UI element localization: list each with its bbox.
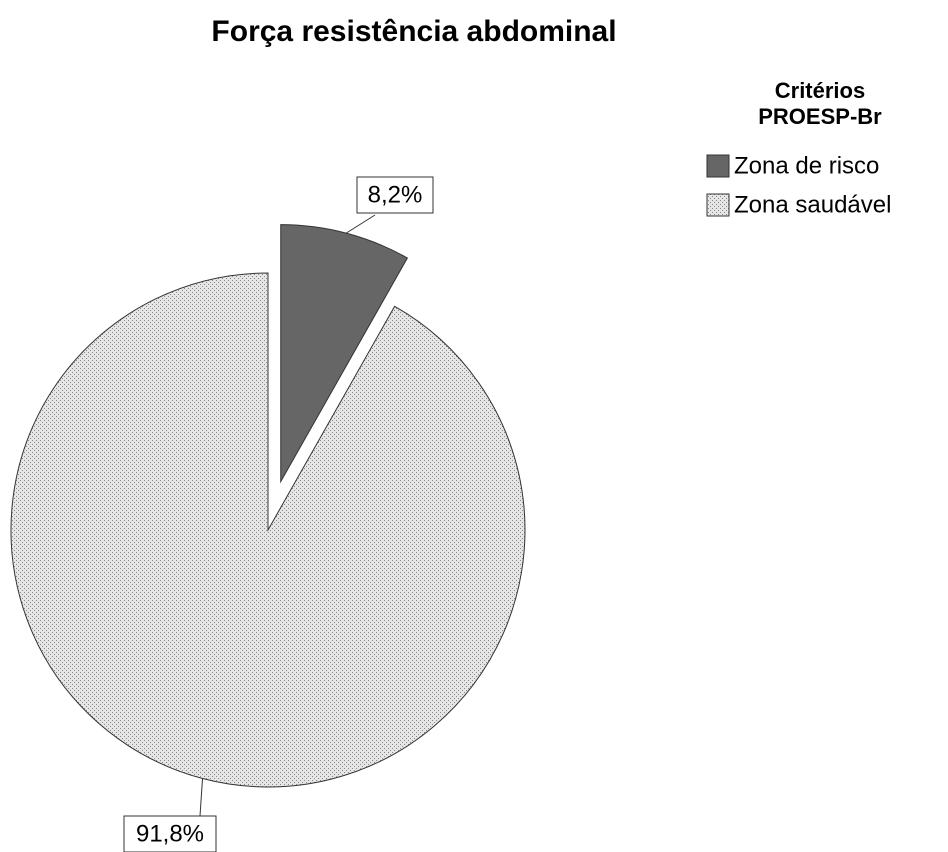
legend-label: Zona de risco	[734, 152, 879, 179]
pie-slice	[280, 224, 409, 484]
label-box	[356, 176, 434, 214]
legend-title: Critérios PROESP-Br	[758, 78, 882, 129]
leader-line	[345, 214, 376, 234]
data-label: 91,8%	[136, 820, 204, 847]
pie-slice	[10, 272, 526, 788]
legend-swatch	[706, 154, 730, 178]
leader-line	[199, 778, 204, 817]
legend-swatch	[706, 193, 730, 217]
label-box	[123, 815, 217, 852]
chart-title: Força resistência abdominal	[211, 15, 616, 48]
data-label: 8,2%	[368, 181, 423, 208]
legend-label: Zona saudável	[734, 191, 891, 218]
